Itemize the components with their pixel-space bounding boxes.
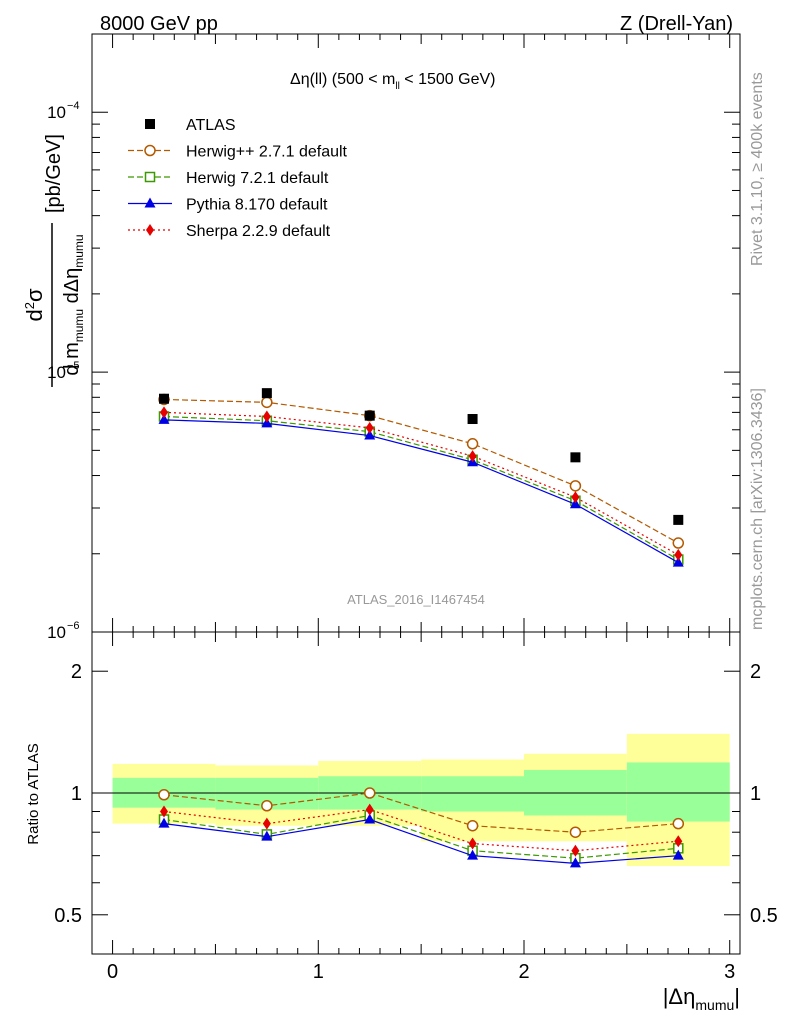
ratio-point (674, 835, 683, 848)
legend-label: Herwig++ 2.7.1 default (186, 144, 348, 161)
rivet-label: Rivet 3.1.10, ≥ 400k events (749, 72, 766, 266)
series-line (163, 411, 679, 556)
ratio-point (158, 817, 170, 828)
main-x-ticks (112, 34, 731, 632)
x-tick-label: 3 (724, 961, 735, 983)
ratio-point (261, 800, 273, 812)
series-point (674, 548, 683, 561)
x-tick-label: 0 (107, 961, 118, 983)
ratio-line (163, 814, 679, 859)
data-point (467, 414, 478, 425)
ratio-point (569, 857, 581, 868)
header-left: 8000 GeV pp (100, 13, 218, 35)
legend-marker (144, 197, 156, 208)
ratio-point (261, 830, 273, 841)
plot-title: Δη(ll) (500 < mll < 1500 GeV) (290, 71, 495, 92)
ratio-point (365, 803, 374, 816)
main-panel: 10−610−510−4 Δη(ll) (500 < mll < 1500 Ge… (22, 33, 741, 642)
data-point (673, 514, 684, 525)
legend-label: Pythia 8.170 default (186, 197, 328, 214)
main-plot-area (158, 388, 685, 567)
uncertainty-band-green (421, 776, 524, 812)
data-point (570, 452, 581, 463)
legend-marker (145, 119, 155, 129)
series-point (672, 537, 685, 549)
series-line (163, 419, 679, 564)
ratio-y-tick-label-right: 0.5 (750, 905, 778, 927)
plot-title-main: Δη(ll) (500 < m (290, 71, 395, 88)
uncertainty-band-green (626, 762, 730, 822)
series-line (163, 398, 679, 544)
ratio-point (569, 826, 582, 838)
xlabel: |Δηmumu| (663, 984, 740, 1013)
ratio-point (468, 837, 477, 850)
ratio-point (262, 817, 271, 830)
data-point (261, 388, 272, 399)
series-point (364, 429, 376, 440)
series-point (569, 480, 582, 492)
ratio-line (163, 818, 679, 864)
y-tick-label: 10 (47, 103, 66, 122)
data-point (364, 410, 375, 421)
ratio-point (160, 805, 168, 818)
series-point (569, 498, 581, 509)
ratio-y-tick-label-right: 1 (750, 783, 761, 805)
ratio-y-ticks: 0.5 0.5 1 1 2 2 (54, 661, 778, 955)
ratio-plot-area (92, 733, 740, 868)
series-point (158, 413, 170, 424)
ratio-y-tick-label: 2 (71, 661, 82, 683)
ratio-point (466, 819, 479, 832)
x-tick-label: 2 (518, 961, 529, 983)
ratio-point (158, 789, 170, 801)
legend: ATLAS Herwig++ 2.7.1 default Herwig 7.2.1 … (128, 117, 348, 240)
ratio-line (163, 792, 679, 833)
legend-marker (144, 171, 156, 183)
legend-label: ATLAS (186, 117, 236, 134)
ylabel-units: [pb/GeV] (43, 134, 65, 213)
ylabel-numerator: d2σ (22, 288, 47, 321)
ratio-point (467, 849, 479, 860)
ratio-line (163, 808, 679, 852)
ratio-y-tick-label: 1 (71, 783, 82, 805)
series-point (672, 556, 684, 567)
y-tick-label: 10 (47, 623, 66, 642)
plot-title-rest: < 1500 GeV) (400, 71, 496, 88)
series-line (163, 415, 679, 561)
header-right: Z (Drell-Yan) (620, 13, 733, 35)
series-point (571, 491, 580, 504)
mcplots-label: mcplots.cern.ch [arXiv:1306.3436] (749, 388, 766, 630)
y-tick-label-exponent: −5 (67, 360, 80, 372)
y-tick-label-exponent: −4 (67, 100, 80, 112)
ratio-ylabel: Ratio to ATLAS (25, 743, 42, 844)
ratio-point (672, 849, 684, 860)
analysis-id: ATLAS_2016_I1467454 (347, 592, 485, 607)
x-tick-label: 1 (313, 961, 324, 983)
ratio-point (364, 813, 376, 824)
legend-label: Sherpa 2.2.9 default (186, 223, 331, 240)
plot-title-sub: ll (395, 81, 399, 92)
y-tick-label-exponent: −6 (67, 620, 80, 632)
series-point (365, 421, 374, 434)
series-point (261, 396, 273, 409)
series-point (262, 410, 271, 423)
series-point (160, 406, 168, 419)
ratio-point (571, 844, 580, 857)
main-ylabel: d2σ d mmumu dΔηmumu [pb/GeV] (22, 134, 86, 387)
ratio-y-tick-label-right: 2 (750, 661, 761, 683)
series-point (466, 438, 479, 450)
legend-label: Herwig 7.2.1 default (186, 170, 329, 187)
ylabel-denominator: d mmumu dΔηmumu (61, 234, 86, 375)
legend-marker (144, 144, 156, 157)
ratio-y-tick-label: 0.5 (54, 905, 82, 927)
ratio-x-ticks: 0 1 2 3 (107, 632, 735, 983)
ratio-panel: 0.5 0.5 1 1 2 2 0 1 2 3 Ratio to ATLAS |Δηmumu| (25, 631, 778, 1013)
ratio-point (672, 817, 685, 830)
ratio-point (363, 787, 376, 799)
series-point (468, 450, 477, 463)
legend-marker (146, 224, 154, 236)
data-point (159, 393, 169, 404)
